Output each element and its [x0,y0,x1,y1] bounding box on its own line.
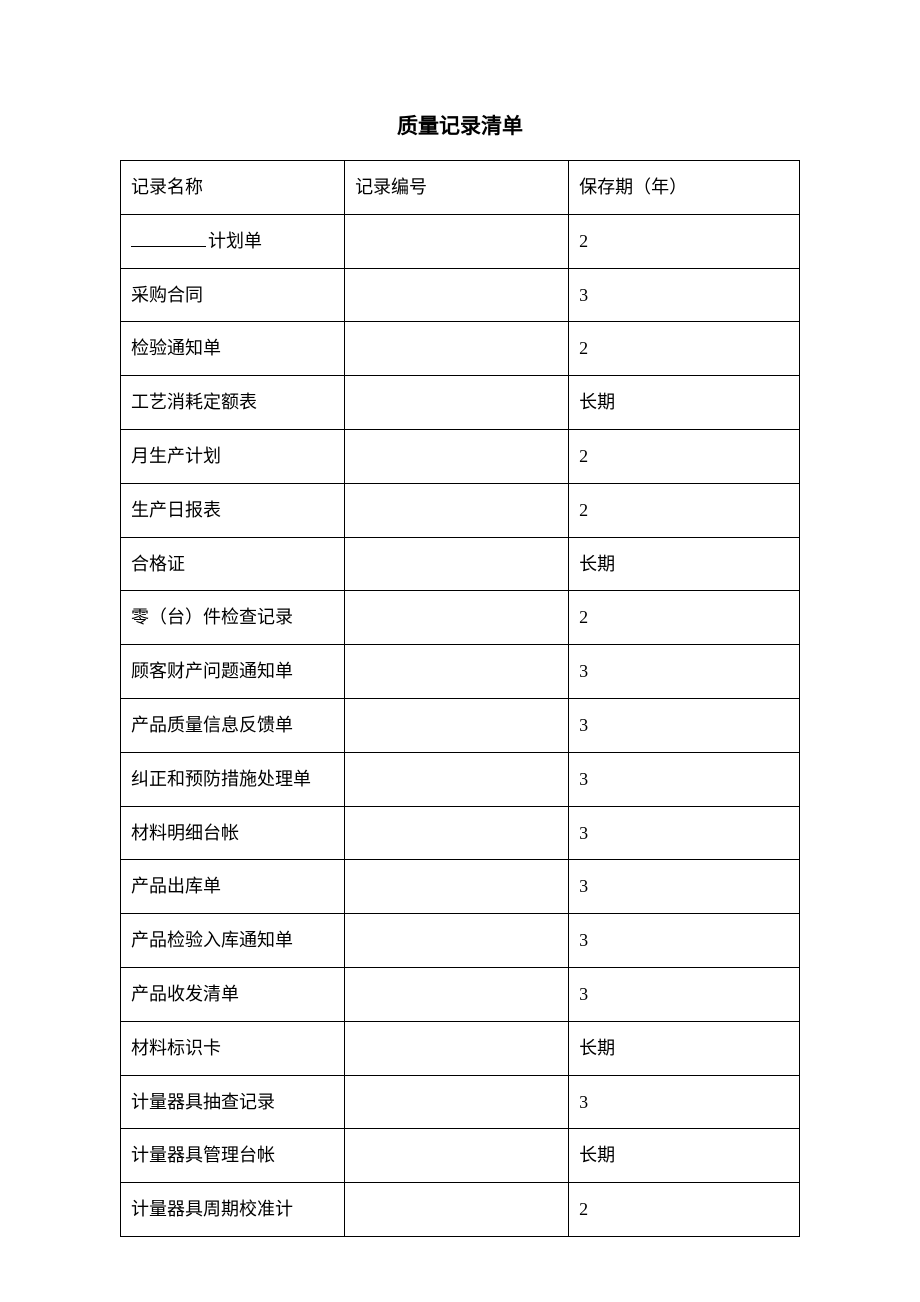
cell-code [345,376,569,430]
cell-code [345,537,569,591]
table-row: 材料明细台帐 3 [121,806,800,860]
cell-name: 纠正和预防措施处理单 [121,752,345,806]
cell-code [345,591,569,645]
cell-period: 3 [569,645,800,699]
table-row: 顾客财产问题通知单 3 [121,645,800,699]
cell-period: 3 [569,860,800,914]
cell-code [345,1129,569,1183]
blank-fill-line [131,232,206,247]
cell-period: 3 [569,268,800,322]
cell-name: 采购合同 [121,268,345,322]
table-row: 生产日报表 2 [121,483,800,537]
cell-code [345,429,569,483]
table-row: 计量器具抽查记录 3 [121,1075,800,1129]
cell-period: 3 [569,806,800,860]
cell-code [345,322,569,376]
cell-code [345,860,569,914]
cell-name: 材料标识卡 [121,1021,345,1075]
cell-name: 顾客财产问题通知单 [121,645,345,699]
cell-name: 产品出库单 [121,860,345,914]
cell-name: 计量器具抽查记录 [121,1075,345,1129]
table-row: 产品质量信息反馈单 3 [121,698,800,752]
cell-name: 工艺消耗定额表 [121,376,345,430]
cell-name: 材料明细台帐 [121,806,345,860]
cell-code [345,268,569,322]
table-row: 采购合同 3 [121,268,800,322]
cell-code [345,698,569,752]
table-body: 记录名称 记录编号 保存期（年） 计划单2采购合同3检验通知单2工艺消耗定额表长… [121,161,800,1237]
table-row: 月生产计划 2 [121,429,800,483]
cell-name-suffix: 计划单 [208,231,262,251]
cell-code [345,806,569,860]
cell-period: 2 [569,322,800,376]
cell-name: 检验通知单 [121,322,345,376]
table-header-row: 记录名称 记录编号 保存期（年） [121,161,800,215]
cell-code [345,914,569,968]
header-name: 记录名称 [121,161,345,215]
cell-name: 计量器具管理台帐 [121,1129,345,1183]
quality-records-table: 记录名称 记录编号 保存期（年） 计划单2采购合同3检验通知单2工艺消耗定额表长… [120,160,800,1237]
cell-period: 3 [569,1075,800,1129]
cell-period: 2 [569,1183,800,1237]
table-row: 材料标识卡 长期 [121,1021,800,1075]
cell-code [345,214,569,268]
cell-name: 产品收发清单 [121,967,345,1021]
header-period: 保存期（年） [569,161,800,215]
table-row: 产品检验入库通知单 3 [121,914,800,968]
cell-period: 2 [569,591,800,645]
cell-code [345,1075,569,1129]
table-row: 检验通知单 2 [121,322,800,376]
cell-period: 2 [569,214,800,268]
cell-period: 长期 [569,1021,800,1075]
cell-name: 计量器具周期校准计 [121,1183,345,1237]
cell-period: 长期 [569,376,800,430]
table-row: 合格证 长期 [121,537,800,591]
table-row: 产品收发清单 3 [121,967,800,1021]
cell-code [345,752,569,806]
cell-code [345,483,569,537]
cell-name: 零（台）件检查记录 [121,591,345,645]
cell-period: 3 [569,967,800,1021]
cell-name: 产品检验入库通知单 [121,914,345,968]
table-row: 工艺消耗定额表 长期 [121,376,800,430]
cell-name: 计划单 [121,214,345,268]
table-row: 计量器具周期校准计 2 [121,1183,800,1237]
cell-period: 3 [569,914,800,968]
cell-period: 2 [569,483,800,537]
cell-period: 2 [569,429,800,483]
table-row: 零（台）件检查记录 2 [121,591,800,645]
cell-code [345,1183,569,1237]
table-row: 纠正和预防措施处理单 3 [121,752,800,806]
cell-code [345,645,569,699]
cell-name: 合格证 [121,537,345,591]
document-title: 质量记录清单 [120,110,800,140]
cell-period: 3 [569,698,800,752]
table-row: 计量器具管理台帐 长期 [121,1129,800,1183]
cell-period: 长期 [569,1129,800,1183]
cell-period: 长期 [569,537,800,591]
cell-name: 生产日报表 [121,483,345,537]
header-code: 记录编号 [345,161,569,215]
table-row: 计划单 2 [121,214,800,268]
cell-period: 3 [569,752,800,806]
cell-name: 产品质量信息反馈单 [121,698,345,752]
cell-code [345,967,569,1021]
cell-name: 月生产计划 [121,429,345,483]
cell-code [345,1021,569,1075]
table-row: 产品出库单 3 [121,860,800,914]
